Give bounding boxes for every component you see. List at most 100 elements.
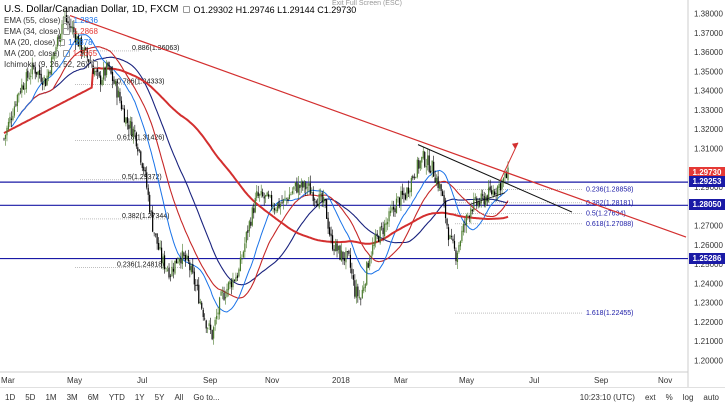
candle-body [119, 91, 121, 101]
goto-date-button[interactable]: Go to... [193, 393, 220, 402]
candle-body [388, 211, 390, 222]
eye-icon[interactable] [91, 61, 99, 68]
candle-body [369, 259, 371, 267]
x-tick-label: May [459, 376, 474, 385]
candle-body [422, 150, 424, 159]
candle-body [166, 269, 169, 271]
candle-body [461, 230, 463, 242]
candle-body [193, 271, 195, 285]
candle-body [83, 47, 85, 55]
indicator-row[interactable]: MA (200, close) 1.2665 [4, 48, 356, 59]
bottom-toolbar: 1D 5D 1M 3M 6M YTD 1Y 5Y All Go to... 10:23:10 (… [0, 387, 725, 407]
timeframe-button[interactable]: 1D [5, 393, 16, 402]
percent-scale-toggle[interactable]: % [665, 393, 673, 402]
log-scale-toggle[interactable]: log [682, 393, 694, 402]
candle-body [386, 221, 389, 225]
candle-body [281, 202, 283, 204]
candle-body [221, 291, 224, 293]
candle-body [189, 262, 191, 271]
symbol-row: U.S. Dollar/Canadian Dollar, 1D, FXCM O1… [4, 4, 356, 15]
candle-body [288, 194, 291, 200]
eye-icon[interactable] [58, 39, 66, 46]
candle-body [125, 117, 127, 125]
candle-body [437, 176, 439, 188]
candle-body [381, 226, 383, 228]
candle-body [24, 88, 26, 90]
eye-icon[interactable] [63, 28, 71, 35]
candle-body [278, 201, 280, 208]
candle-body [40, 73, 42, 82]
indicator-value: 1.2836 [73, 16, 98, 25]
candle-body [418, 160, 420, 169]
settings-icon[interactable] [182, 6, 190, 13]
candle-body [363, 287, 365, 292]
candle-body [372, 244, 374, 255]
candle-body [56, 37, 59, 47]
auto-scale-toggle[interactable]: auto [703, 393, 719, 402]
candle-body [245, 231, 247, 243]
y-tick-label: 1.34000 [694, 87, 723, 96]
candle-body [82, 51, 84, 54]
candle-body [315, 200, 317, 204]
fib-label: 0.382(1.28181) [586, 200, 633, 207]
candle-body [162, 256, 164, 264]
candle-body [318, 193, 320, 208]
timeframe-button[interactable]: 1M [45, 393, 57, 402]
timeframe-button[interactable]: All [174, 393, 184, 402]
candle-body [251, 207, 253, 226]
candle-body [27, 70, 29, 78]
indicator-row[interactable]: MA (20, close) 1.2878 [4, 37, 356, 48]
candle-body [25, 72, 27, 90]
candle-body [190, 266, 192, 273]
x-tick-label: Jul [529, 376, 539, 385]
timeframe-button[interactable]: 1Y [134, 393, 145, 402]
candle-body [86, 49, 88, 58]
candle-body [153, 232, 155, 234]
candle-body [458, 245, 460, 252]
ema-34-line [18, 46, 509, 299]
candle-body [103, 67, 105, 80]
candle-body [452, 238, 454, 241]
target-arrow-head [512, 142, 518, 149]
candle-body [248, 221, 250, 232]
eye-icon[interactable] [63, 17, 71, 24]
timeframe-button[interactable]: 6M [87, 393, 99, 402]
candle-body [150, 211, 152, 213]
candle-body [299, 185, 301, 189]
candle-body [434, 177, 436, 183]
candle-body [207, 327, 209, 329]
eye-icon[interactable] [62, 50, 70, 57]
indicator-value: 1.2878 [68, 38, 93, 47]
exit-fullscreen-hint[interactable]: Exit Full Screen (ESC) [332, 0, 403, 7]
candle-body [137, 147, 139, 152]
candle-body [370, 255, 372, 258]
timeframe-button[interactable]: 5D [25, 393, 36, 402]
timeframe-button[interactable]: 5Y [154, 393, 165, 402]
candle-body [394, 208, 396, 213]
candle-body [366, 261, 368, 285]
candle-body [73, 26, 75, 33]
candle-body [48, 71, 50, 78]
candle-body [156, 233, 158, 244]
candle-body [398, 197, 401, 206]
timeframe-button[interactable]: 3M [66, 393, 78, 402]
candle-body [184, 255, 186, 261]
candle-body [482, 194, 484, 196]
y-tick-label: 1.36000 [694, 48, 723, 57]
extended-hours-toggle[interactable]: ext [644, 393, 656, 402]
indicator-label: Ichimoku (9, 26, 52, 26) [4, 60, 89, 69]
indicator-row[interactable]: EMA (55, close) 1.2836 [4, 15, 356, 26]
candle-body [406, 187, 408, 199]
candle-body [77, 36, 79, 47]
candle-body [441, 191, 444, 196]
candle-body [272, 208, 274, 210]
candle-body [385, 222, 387, 225]
y-tick-label: 1.24000 [694, 279, 723, 288]
support-trendline [469, 192, 506, 205]
timeframe-button[interactable]: YTD [108, 393, 125, 402]
indicator-row[interactable]: EMA (34, close) 1.2868 [4, 26, 356, 37]
fib-label: 0.786(1.34333) [117, 78, 164, 85]
indicator-row[interactable]: Ichimoku (9, 26, 52, 26) [4, 59, 356, 70]
candle-body [199, 301, 201, 304]
candle-body [187, 256, 189, 262]
